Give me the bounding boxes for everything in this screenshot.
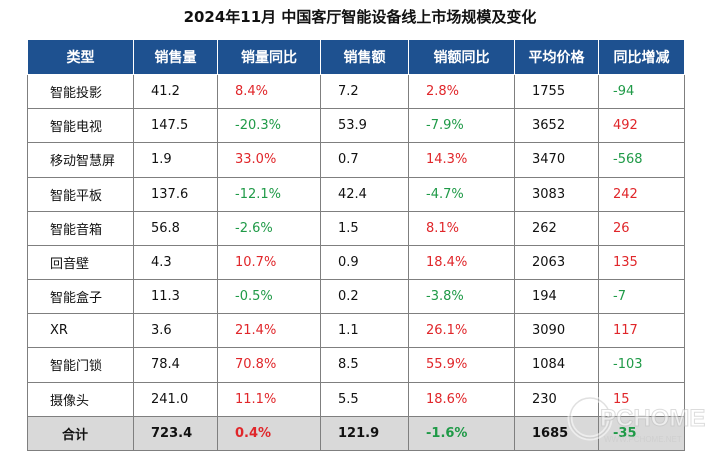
cell-amount: 8.5 (320, 347, 409, 383)
header-price-change: 同比增减 (598, 39, 685, 75)
cell-price-change: -103 (598, 347, 685, 383)
cell-price-change: -7 (598, 279, 685, 315)
cell-price-change: 15 (598, 381, 685, 417)
cell-price-change: 117 (598, 313, 685, 349)
cell-volume-yoy: 11.1% (217, 381, 321, 417)
header-row: 类型 销售量 销量同比 销售额 销额同比 平均价格 同比增减 (27, 39, 685, 75)
cell-volume-yoy: 10.7% (217, 244, 321, 281)
cell-volume: 3.6 (133, 313, 218, 349)
cell-amount: 1.5 (320, 210, 409, 246)
cell-volume: 4.3 (133, 244, 218, 281)
cell-type: 智能平板 (27, 176, 134, 212)
cell-amount: 1.1 (320, 313, 409, 349)
cell-volume-yoy: 8.4% (217, 73, 321, 110)
cell-price-change: 135 (598, 244, 685, 281)
cell-avg-price: 3652 (514, 108, 599, 144)
cell-amount: 0.2 (320, 279, 409, 315)
table-row: XR 3.6 21.4% 1.1 26.1% 3090 117 (27, 313, 685, 349)
cell-amount: 0.7 (320, 142, 409, 178)
table-row: 智能音箱 56.8 -2.6% 1.5 8.1% 262 26 (27, 210, 685, 246)
cell-volume-yoy: -12.1% (217, 176, 321, 212)
cell-avg-price: 1084 (514, 347, 599, 383)
cell-type: 智能音箱 (27, 210, 134, 246)
cell-volume-yoy: 0.4% (217, 415, 321, 452)
cell-amount: 42.4 (320, 176, 409, 212)
cell-volume-yoy: -0.5% (217, 279, 321, 315)
cell-volume: 723.4 (133, 415, 218, 452)
table-row: 智能投影 41.2 8.4% 7.2 2.8% 1755 -94 (27, 73, 685, 110)
cell-volume-yoy: -20.3% (217, 108, 321, 144)
cell-avg-price: 230 (514, 381, 599, 417)
header-sales-amount: 销售额 (320, 39, 409, 75)
cell-amount: 7.2 (320, 73, 409, 110)
cell-amount-yoy: -1.6% (408, 415, 515, 452)
cell-price-change: -35 (598, 415, 685, 452)
table-title: 2024年11月 中国客厅智能设备线上市场规模及变化 (183, 8, 537, 26)
cell-amount: 5.5 (320, 381, 409, 417)
cell-avg-price: 1685 (514, 415, 599, 452)
table-row: 智能门锁 78.4 70.8% 8.5 55.9% 1084 -103 (27, 347, 685, 383)
cell-volume-yoy: 70.8% (217, 347, 321, 383)
cell-amount-yoy: 18.6% (408, 381, 515, 417)
cell-volume-yoy: -2.6% (217, 210, 321, 246)
cell-amount-yoy: -4.7% (408, 176, 515, 212)
cell-volume: 78.4 (133, 347, 218, 383)
header-amount-yoy: 销额同比 (408, 39, 515, 75)
cell-amount-yoy: 14.3% (408, 142, 515, 178)
table-row: 回音壁 4.3 10.7% 0.9 18.4% 2063 135 (27, 244, 685, 281)
cell-type: 智能门锁 (27, 347, 134, 383)
cell-volume: 241.0 (133, 381, 218, 417)
cell-amount-yoy: 55.9% (408, 347, 515, 383)
cell-type: 智能盒子 (27, 279, 134, 315)
table-row: 摄像头 241.0 11.1% 5.5 18.6% 230 15 (27, 381, 685, 417)
market-table: 类型 销售量 销量同比 销售额 销额同比 平均价格 同比增减 智能投影 41.2… (27, 39, 685, 452)
header-sales-volume: 销售量 (133, 39, 218, 75)
cell-type: 移动智慧屏 (27, 142, 134, 178)
cell-type: 回音壁 (27, 244, 134, 281)
cell-volume-yoy: 21.4% (217, 313, 321, 349)
cell-price-change: -94 (598, 73, 685, 110)
cell-avg-price: 1755 (514, 73, 599, 110)
cell-volume: 11.3 (133, 279, 218, 315)
cell-amount-yoy: 26.1% (408, 313, 515, 349)
cell-price-change: -568 (598, 142, 685, 178)
table-row: 智能电视 147.5 -20.3% 53.9 -7.9% 3652 492 (27, 108, 685, 144)
header-type: 类型 (27, 39, 134, 75)
cell-type: 合计 (27, 415, 134, 452)
cell-price-change: 492 (598, 108, 685, 144)
cell-type: 智能投影 (27, 73, 134, 110)
cell-avg-price: 3083 (514, 176, 599, 212)
header-volume-yoy: 销量同比 (217, 39, 321, 75)
cell-amount-yoy: -7.9% (408, 108, 515, 144)
header-avg-price: 平均价格 (514, 39, 599, 75)
cell-avg-price: 2063 (514, 244, 599, 281)
cell-type: XR (27, 313, 134, 349)
cell-amount-yoy: 8.1% (408, 210, 515, 246)
table-row: 移动智慧屏 1.9 33.0% 0.7 14.3% 3470 -568 (27, 142, 685, 178)
cell-volume: 41.2 (133, 73, 218, 110)
cell-amount-yoy: 2.8% (408, 73, 515, 110)
cell-volume: 1.9 (133, 142, 218, 178)
cell-amount: 121.9 (320, 415, 409, 452)
total-row: 合计 723.4 0.4% 121.9 -1.6% 1685 -35 (27, 415, 685, 452)
cell-price-change: 26 (598, 210, 685, 246)
table-row: 智能平板 137.6 -12.1% 42.4 -4.7% 3083 242 (27, 176, 685, 212)
cell-avg-price: 262 (514, 210, 599, 246)
cell-volume-yoy: 33.0% (217, 142, 321, 178)
cell-price-change: 242 (598, 176, 685, 212)
cell-amount-yoy: 18.4% (408, 244, 515, 281)
cell-amount: 0.9 (320, 244, 409, 281)
cell-volume: 147.5 (133, 108, 218, 144)
cell-avg-price: 3090 (514, 313, 599, 349)
cell-volume: 56.8 (133, 210, 218, 246)
cell-avg-price: 194 (514, 279, 599, 315)
table-row: 智能盒子 11.3 -0.5% 0.2 -3.8% 194 -7 (27, 279, 685, 315)
cell-type: 智能电视 (27, 108, 134, 144)
cell-amount: 53.9 (320, 108, 409, 144)
cell-type: 摄像头 (27, 381, 134, 417)
cell-avg-price: 3470 (514, 142, 599, 178)
cell-volume: 137.6 (133, 176, 218, 212)
cell-amount-yoy: -3.8% (408, 279, 515, 315)
